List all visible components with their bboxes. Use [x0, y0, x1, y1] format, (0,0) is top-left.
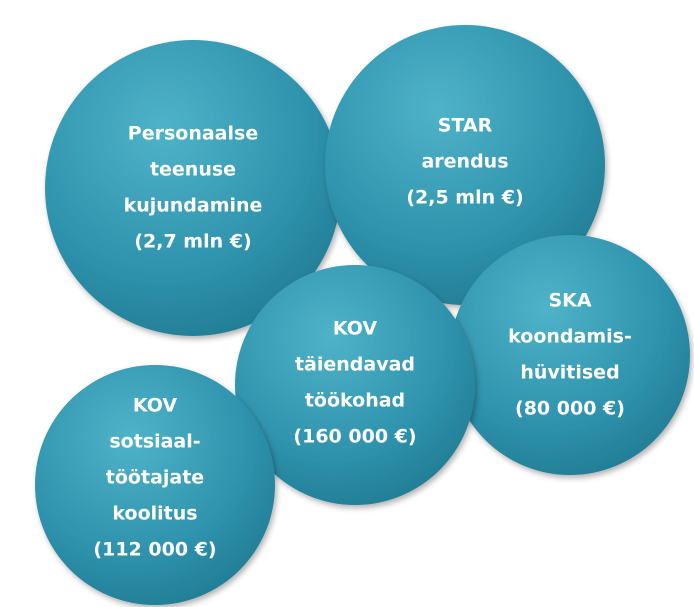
- bubble-label: SKA: [548, 290, 591, 312]
- bubble-label: koondamis-: [508, 326, 632, 348]
- bubble: SKA koondamis-hüvitised (80 000 €): [450, 235, 690, 475]
- bubble-label: Personaalse: [128, 123, 258, 145]
- bubble-circle: [45, 40, 341, 336]
- bubble-label: (112 000 €): [93, 539, 216, 561]
- bubble-label: teenuse: [150, 159, 236, 181]
- bubble-label: täiendavad: [295, 354, 415, 376]
- bubble-label: (2,5 mln €): [406, 187, 523, 209]
- bubble: STAR arendus (2,5 mln €): [325, 25, 605, 305]
- bubble-label: koolitus: [112, 503, 197, 525]
- bubble-label: arendus: [421, 151, 508, 173]
- bubble-label: KOV: [133, 395, 178, 417]
- bubbles: Personaalse teenuse kujundamine (2,7 mln €)…: [35, 25, 690, 605]
- bubble-label: (80 000 €): [515, 398, 625, 420]
- bubble-label: sotsiaal-: [109, 431, 200, 453]
- bubble-label: kujundamine: [124, 195, 263, 217]
- bubble-circle: [450, 235, 690, 475]
- bubble-label: töökohad: [305, 390, 405, 412]
- bubble-circle: [35, 365, 275, 605]
- bubble-circle: [235, 265, 475, 505]
- bubble-circle: [325, 25, 605, 305]
- bubble: KOV sotsiaal-töötajate koolitus (112 000 €): [35, 365, 275, 605]
- bubble-label: hüvitised: [520, 362, 619, 384]
- bubble-label: (160 000 €): [293, 426, 416, 448]
- bubble: KOV täiendavad töökohad (160 000 €): [235, 265, 475, 505]
- bubble-label: KOV: [333, 318, 378, 340]
- bubble-label: töötajate: [106, 467, 204, 489]
- bubble: Personaalse teenuse kujundamine (2,7 mln €): [45, 40, 341, 336]
- bubble-label: (2,7 mln €): [134, 231, 251, 253]
- bubble-label: STAR: [438, 115, 493, 137]
